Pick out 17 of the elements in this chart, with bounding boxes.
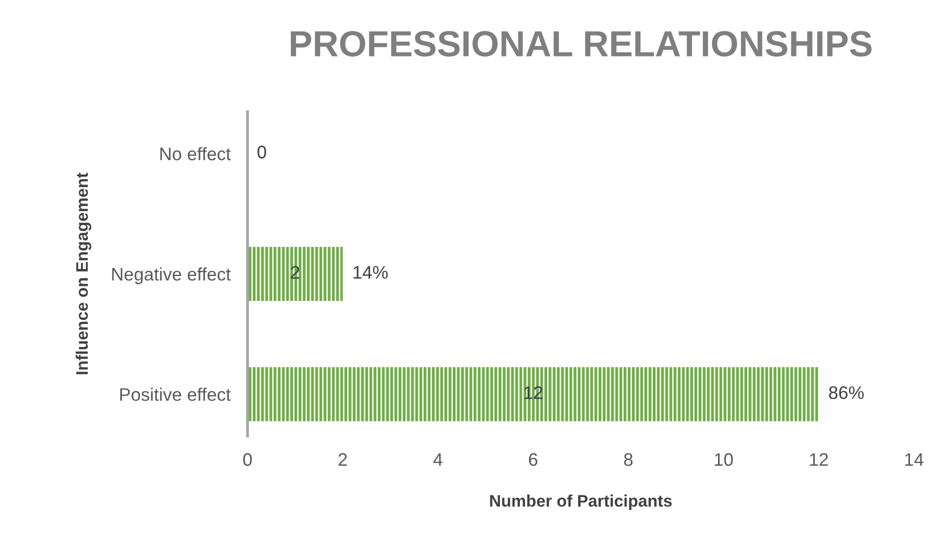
x-tick-label: 12 [810,453,828,466]
y-tick-label: Positive effect [120,388,231,401]
x-tick-label: 10 [714,453,733,466]
data-label: 0 [257,146,266,158]
y-axis-title: Influence on Engagement [76,172,92,374]
x-tick-label: 4 [433,453,442,466]
annotation: 14% [354,266,388,279]
annotation: 86% [829,386,864,400]
x-tick-label: 0 [243,453,252,466]
x-tick-label: 2 [338,453,347,466]
x-tick-label: 6 [529,453,538,466]
y-tick-label: Negative effect [112,267,231,284]
x-axis-title: Number of Participants [490,494,672,510]
x-tick-label: 8 [624,453,633,466]
x-tick-label: 14 [905,453,924,466]
y-tick-label: No effect [160,147,231,160]
chart-title: PROFESSIONAL RELATIONSHIPS [290,31,872,57]
